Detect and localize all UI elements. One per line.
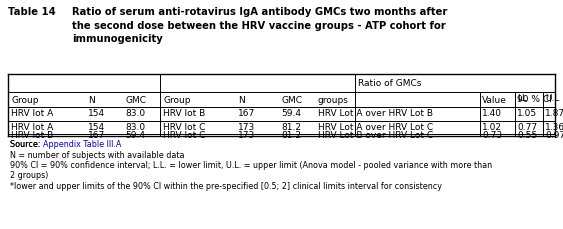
Text: HRV lot B: HRV lot B (11, 131, 53, 139)
Text: 154: 154 (88, 109, 105, 118)
Text: Ratio of GMCs: Ratio of GMCs (358, 79, 421, 87)
Text: 167: 167 (88, 131, 105, 139)
Text: 167: 167 (238, 109, 255, 118)
Text: 173: 173 (238, 131, 255, 139)
Text: N: N (88, 96, 95, 105)
Text: HRV Lot B over HRV Lot C: HRV Lot B over HRV Lot C (318, 131, 433, 139)
Text: 1.05: 1.05 (517, 109, 537, 118)
Text: 90 % CI: 90 % CI (517, 95, 552, 104)
Text: 0.55: 0.55 (517, 131, 537, 139)
Text: HRV Lot A over HRV Lot C: HRV Lot A over HRV Lot C (318, 123, 433, 132)
Text: 2 groups): 2 groups) (10, 172, 48, 180)
Text: GMC: GMC (281, 96, 302, 105)
Text: 1.02: 1.02 (482, 123, 502, 132)
Text: 173: 173 (238, 123, 255, 132)
Text: Source:: Source: (10, 140, 43, 149)
Text: Group: Group (11, 96, 38, 105)
Text: Ratio of serum anti-rotavirus IgA antibody GMCs two months after
the second dose: Ratio of serum anti-rotavirus IgA antibo… (72, 7, 448, 44)
Text: 90% CI = 90% confidence interval; L.L. = lower limit, U.L. = upper limit (Anova : 90% CI = 90% confidence interval; L.L. =… (10, 161, 492, 170)
Text: 0.73: 0.73 (482, 131, 502, 139)
Text: groups: groups (318, 96, 349, 105)
Text: Value: Value (482, 96, 507, 105)
Text: HRV lot B: HRV lot B (163, 109, 205, 118)
Text: Group: Group (163, 96, 190, 105)
Text: Appendix Table III.A: Appendix Table III.A (43, 140, 122, 149)
Text: N: N (238, 96, 245, 105)
Text: 83.0: 83.0 (125, 109, 145, 118)
Text: HRV lot C: HRV lot C (163, 131, 205, 139)
Text: Table 14: Table 14 (8, 7, 56, 17)
Text: 1.87*: 1.87* (545, 109, 563, 118)
Text: 83.0: 83.0 (125, 123, 145, 132)
Text: N = number of subjects with available data: N = number of subjects with available da… (10, 150, 185, 160)
Text: 59.4: 59.4 (281, 109, 301, 118)
Text: 81.2: 81.2 (281, 123, 301, 132)
Text: 154: 154 (88, 123, 105, 132)
Text: 0.97*: 0.97* (545, 131, 563, 139)
Text: U.L: U.L (545, 94, 560, 103)
Text: *lower and upper limits of the 90% CI within the pre-specified [0.5; 2] clinical: *lower and upper limits of the 90% CI wi… (10, 182, 442, 191)
Text: HRV lot C: HRV lot C (163, 123, 205, 132)
Text: 81.2: 81.2 (281, 131, 301, 139)
Text: HRV Lot A over HRV Lot B: HRV Lot A over HRV Lot B (318, 109, 433, 118)
Text: LL: LL (517, 94, 527, 103)
Text: 0.77: 0.77 (517, 123, 537, 132)
Text: 1.40: 1.40 (482, 109, 502, 118)
Text: GMC: GMC (125, 96, 146, 105)
Text: 1.36*: 1.36* (545, 123, 563, 132)
Text: HRV lot A: HRV lot A (11, 109, 53, 118)
Text: Source:: Source: (10, 140, 43, 149)
Text: HRV lot A: HRV lot A (11, 123, 53, 132)
Text: 59.4: 59.4 (125, 131, 145, 139)
